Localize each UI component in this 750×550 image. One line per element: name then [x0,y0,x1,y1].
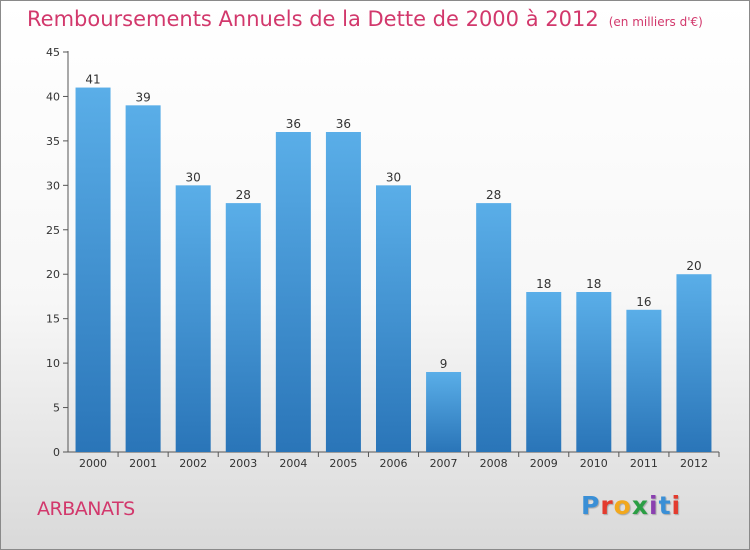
brand-letter: r [600,491,614,520]
x-tick-label: 2002 [179,457,207,470]
bar-layer [75,87,712,453]
bar [225,203,261,452]
x-tick-label: 2011 [630,457,658,470]
brand-letter: P [581,491,601,520]
chart-title: Remboursements Annuels de la Dette de 20… [27,7,703,31]
y-tick-label: 40 [46,90,60,103]
bar [526,292,562,452]
bar [576,292,612,452]
chart-title-text: Remboursements Annuels de la Dette de 20… [27,7,599,31]
bar [626,309,662,452]
bar [426,372,462,452]
brand-letter: i [649,491,659,520]
x-tick-label: 2001 [129,457,157,470]
data-label: 36 [286,117,301,131]
y-tick-label: 35 [46,135,60,148]
data-label: 41 [85,73,100,87]
bar [75,87,111,453]
bar [325,132,361,452]
y-tick-label: 5 [53,402,60,415]
x-tick-label: 2010 [580,457,608,470]
unit-note: (en milliers d'€) [608,15,703,29]
y-tick-label: 10 [46,357,60,370]
data-label: 30 [186,170,201,184]
y-tick-label: 25 [46,224,60,237]
brand-letter: i [671,491,682,520]
data-label: 16 [636,295,651,309]
x-tick-label: 2005 [329,457,357,470]
data-label: 39 [135,90,150,104]
data-label: 28 [236,188,251,202]
data-label: 18 [536,277,551,291]
y-tick-label: 45 [46,46,60,59]
place-name: ARBANATS [37,498,135,520]
y-tick-label: 30 [46,179,60,192]
x-tick-label: 2006 [380,457,408,470]
label-layer: 2000 41 2001 39 2002 30 2003 28 2004 36 2005 36 2006… [79,73,708,470]
data-label: 20 [686,259,701,273]
y-tick-label: 15 [46,313,60,326]
data-label: 18 [586,277,601,291]
x-tick-label: 2009 [530,457,558,470]
x-tick-label: 2003 [229,457,257,470]
bar [175,185,211,453]
bar [125,105,161,452]
y-tick-label: 20 [46,268,60,281]
bar [376,185,411,453]
data-label: 9 [440,357,448,371]
brand-letter: t [658,491,672,520]
brand-logo: Proxiti [581,491,681,520]
y-tick-label: 0 [53,446,60,459]
bar [676,274,712,452]
x-tick-label: 2000 [79,457,107,470]
x-tick-label: 2012 [680,457,708,470]
data-label: 28 [486,188,501,202]
bar [275,132,311,452]
data-label: 36 [336,117,351,131]
x-tick-label: 2004 [279,457,307,470]
x-tick-label: 2007 [430,457,458,470]
bar [476,203,512,452]
data-label: 30 [386,170,401,184]
x-tick-label: 2008 [480,457,508,470]
brand-letter: o [613,491,632,520]
brand-letter: x [631,491,649,520]
